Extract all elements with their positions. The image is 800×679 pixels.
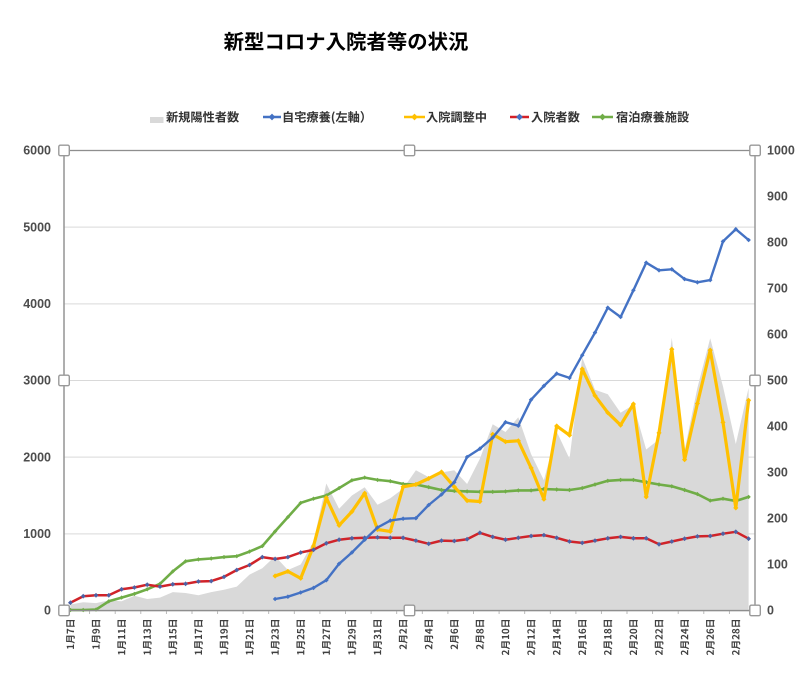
svg-text:800: 800 [767,236,788,250]
svg-text:900: 900 [767,190,788,204]
svg-text:1000: 1000 [23,527,51,541]
svg-text:500: 500 [767,374,788,388]
svg-text:400: 400 [767,420,788,434]
svg-text:3000: 3000 [23,374,51,388]
svg-text:2000: 2000 [23,450,51,464]
svg-text:200: 200 [767,512,788,526]
svg-text:6000: 6000 [23,144,51,158]
svg-text:4000: 4000 [23,297,51,311]
svg-text:0: 0 [767,604,774,618]
svg-text:700: 700 [767,282,788,296]
svg-text:600: 600 [767,328,788,342]
svg-text:100: 100 [767,558,788,572]
svg-text:5000: 5000 [23,220,51,234]
svg-text:1000: 1000 [767,144,795,158]
svg-text:0: 0 [44,604,51,618]
svg-text:300: 300 [767,466,788,480]
